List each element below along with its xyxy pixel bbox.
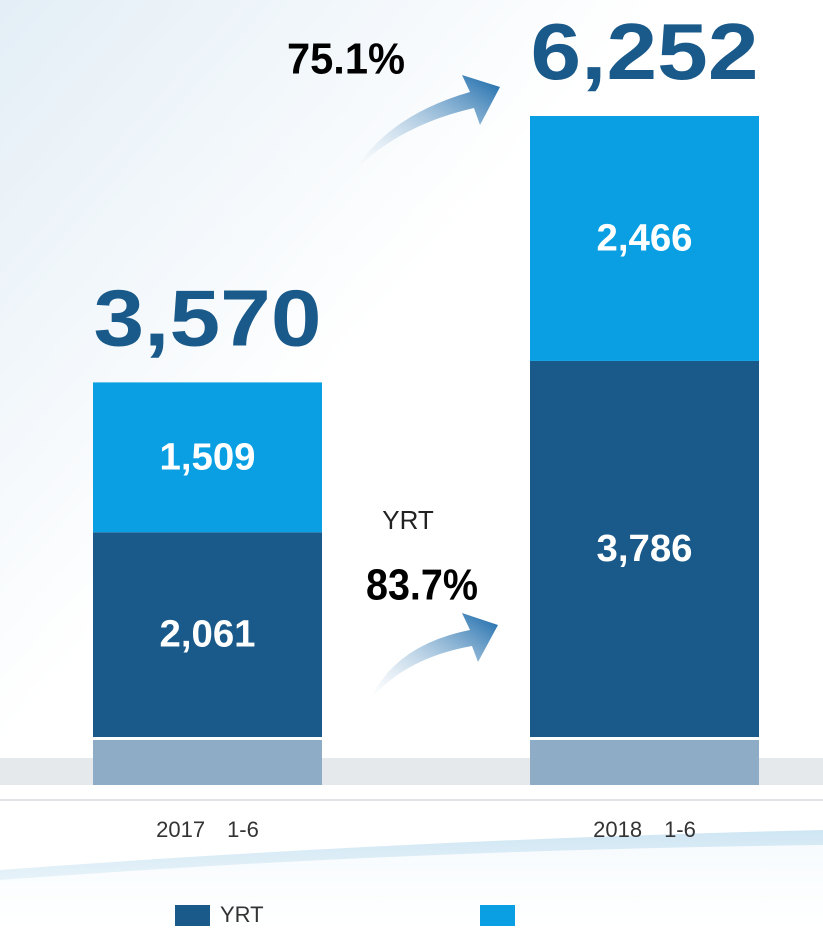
yrt-growth: 83.7% <box>366 561 478 610</box>
bar-segment <box>530 116 759 361</box>
segment-label: 2,061 <box>160 614 256 656</box>
total-label: 6,252 <box>531 7 759 96</box>
legend-label: YRT <box>220 902 264 927</box>
bar-segment <box>93 382 322 533</box>
bar-segment <box>530 360 759 737</box>
total-label: 3,570 <box>94 274 322 363</box>
legend-swatch <box>480 905 515 926</box>
segment-label: 3,786 <box>597 528 693 570</box>
x-tick-label: 2018 1-6 <box>593 817 696 842</box>
total-growth: 75.1% <box>287 35 405 84</box>
bar-segment <box>93 532 322 737</box>
segment-label: 1,509 <box>160 436 256 478</box>
growth-arrow <box>370 613 498 700</box>
segment-label: 2,466 <box>597 218 693 260</box>
growth-arrow <box>355 75 500 170</box>
bar-base <box>530 740 759 785</box>
bar-base <box>93 740 322 785</box>
x-tick-label: 2017 1-6 <box>156 817 259 842</box>
growth-series-label: YRT <box>382 505 434 535</box>
legend-swatch <box>175 905 210 926</box>
